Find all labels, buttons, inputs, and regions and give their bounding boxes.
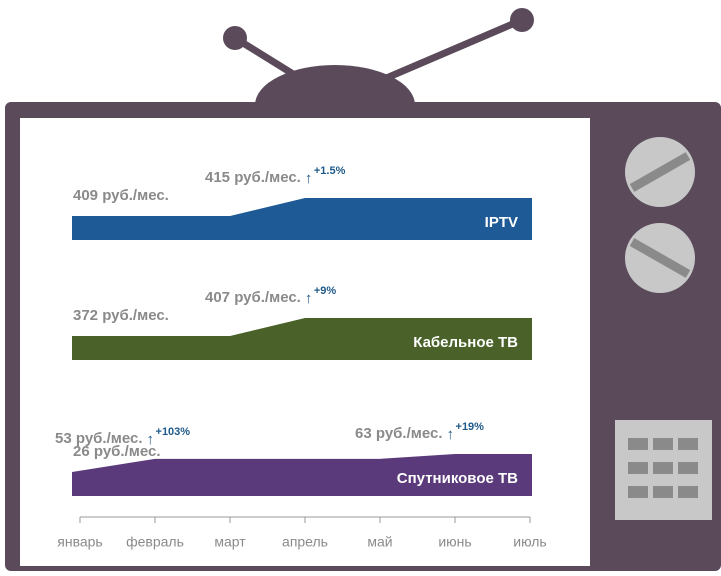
change-arrow: ↑ xyxy=(305,290,313,307)
series-name: Спутниковое ТВ xyxy=(397,470,518,487)
value-label: 409 руб./мес. xyxy=(73,187,169,204)
value-label: 53 руб./мес. xyxy=(55,430,143,447)
x-tick-label: февраль xyxy=(126,534,184,550)
x-tick-label: апрель xyxy=(282,534,328,550)
x-tick-label: март xyxy=(214,534,246,550)
change-arrow: ↑ xyxy=(305,170,313,187)
x-tick-label: январь xyxy=(57,534,102,550)
change-label: +9% xyxy=(314,285,337,297)
change-arrow: ↑ xyxy=(447,426,455,443)
series-name: Кабельное ТВ xyxy=(413,334,518,351)
series-name: IPTV xyxy=(485,214,518,231)
value-label: 372 руб./мес. xyxy=(73,307,169,324)
change-label: +19% xyxy=(456,421,485,433)
change-label: +1.5% xyxy=(314,165,346,177)
change-label: +103% xyxy=(156,426,191,438)
value-label: 407 руб./мес. xyxy=(205,289,301,306)
change-arrow: ↑ xyxy=(147,431,155,448)
value-label: 63 руб./мес. xyxy=(355,425,443,442)
x-tick-label: июль xyxy=(513,534,546,550)
x-tick-label: май xyxy=(367,534,392,550)
x-tick-label: июнь xyxy=(438,534,471,550)
value-label: 415 руб./мес. xyxy=(205,169,301,186)
tv-infographic: январь февраль март апрель май июнь июль IPTV 40… xyxy=(0,0,721,571)
